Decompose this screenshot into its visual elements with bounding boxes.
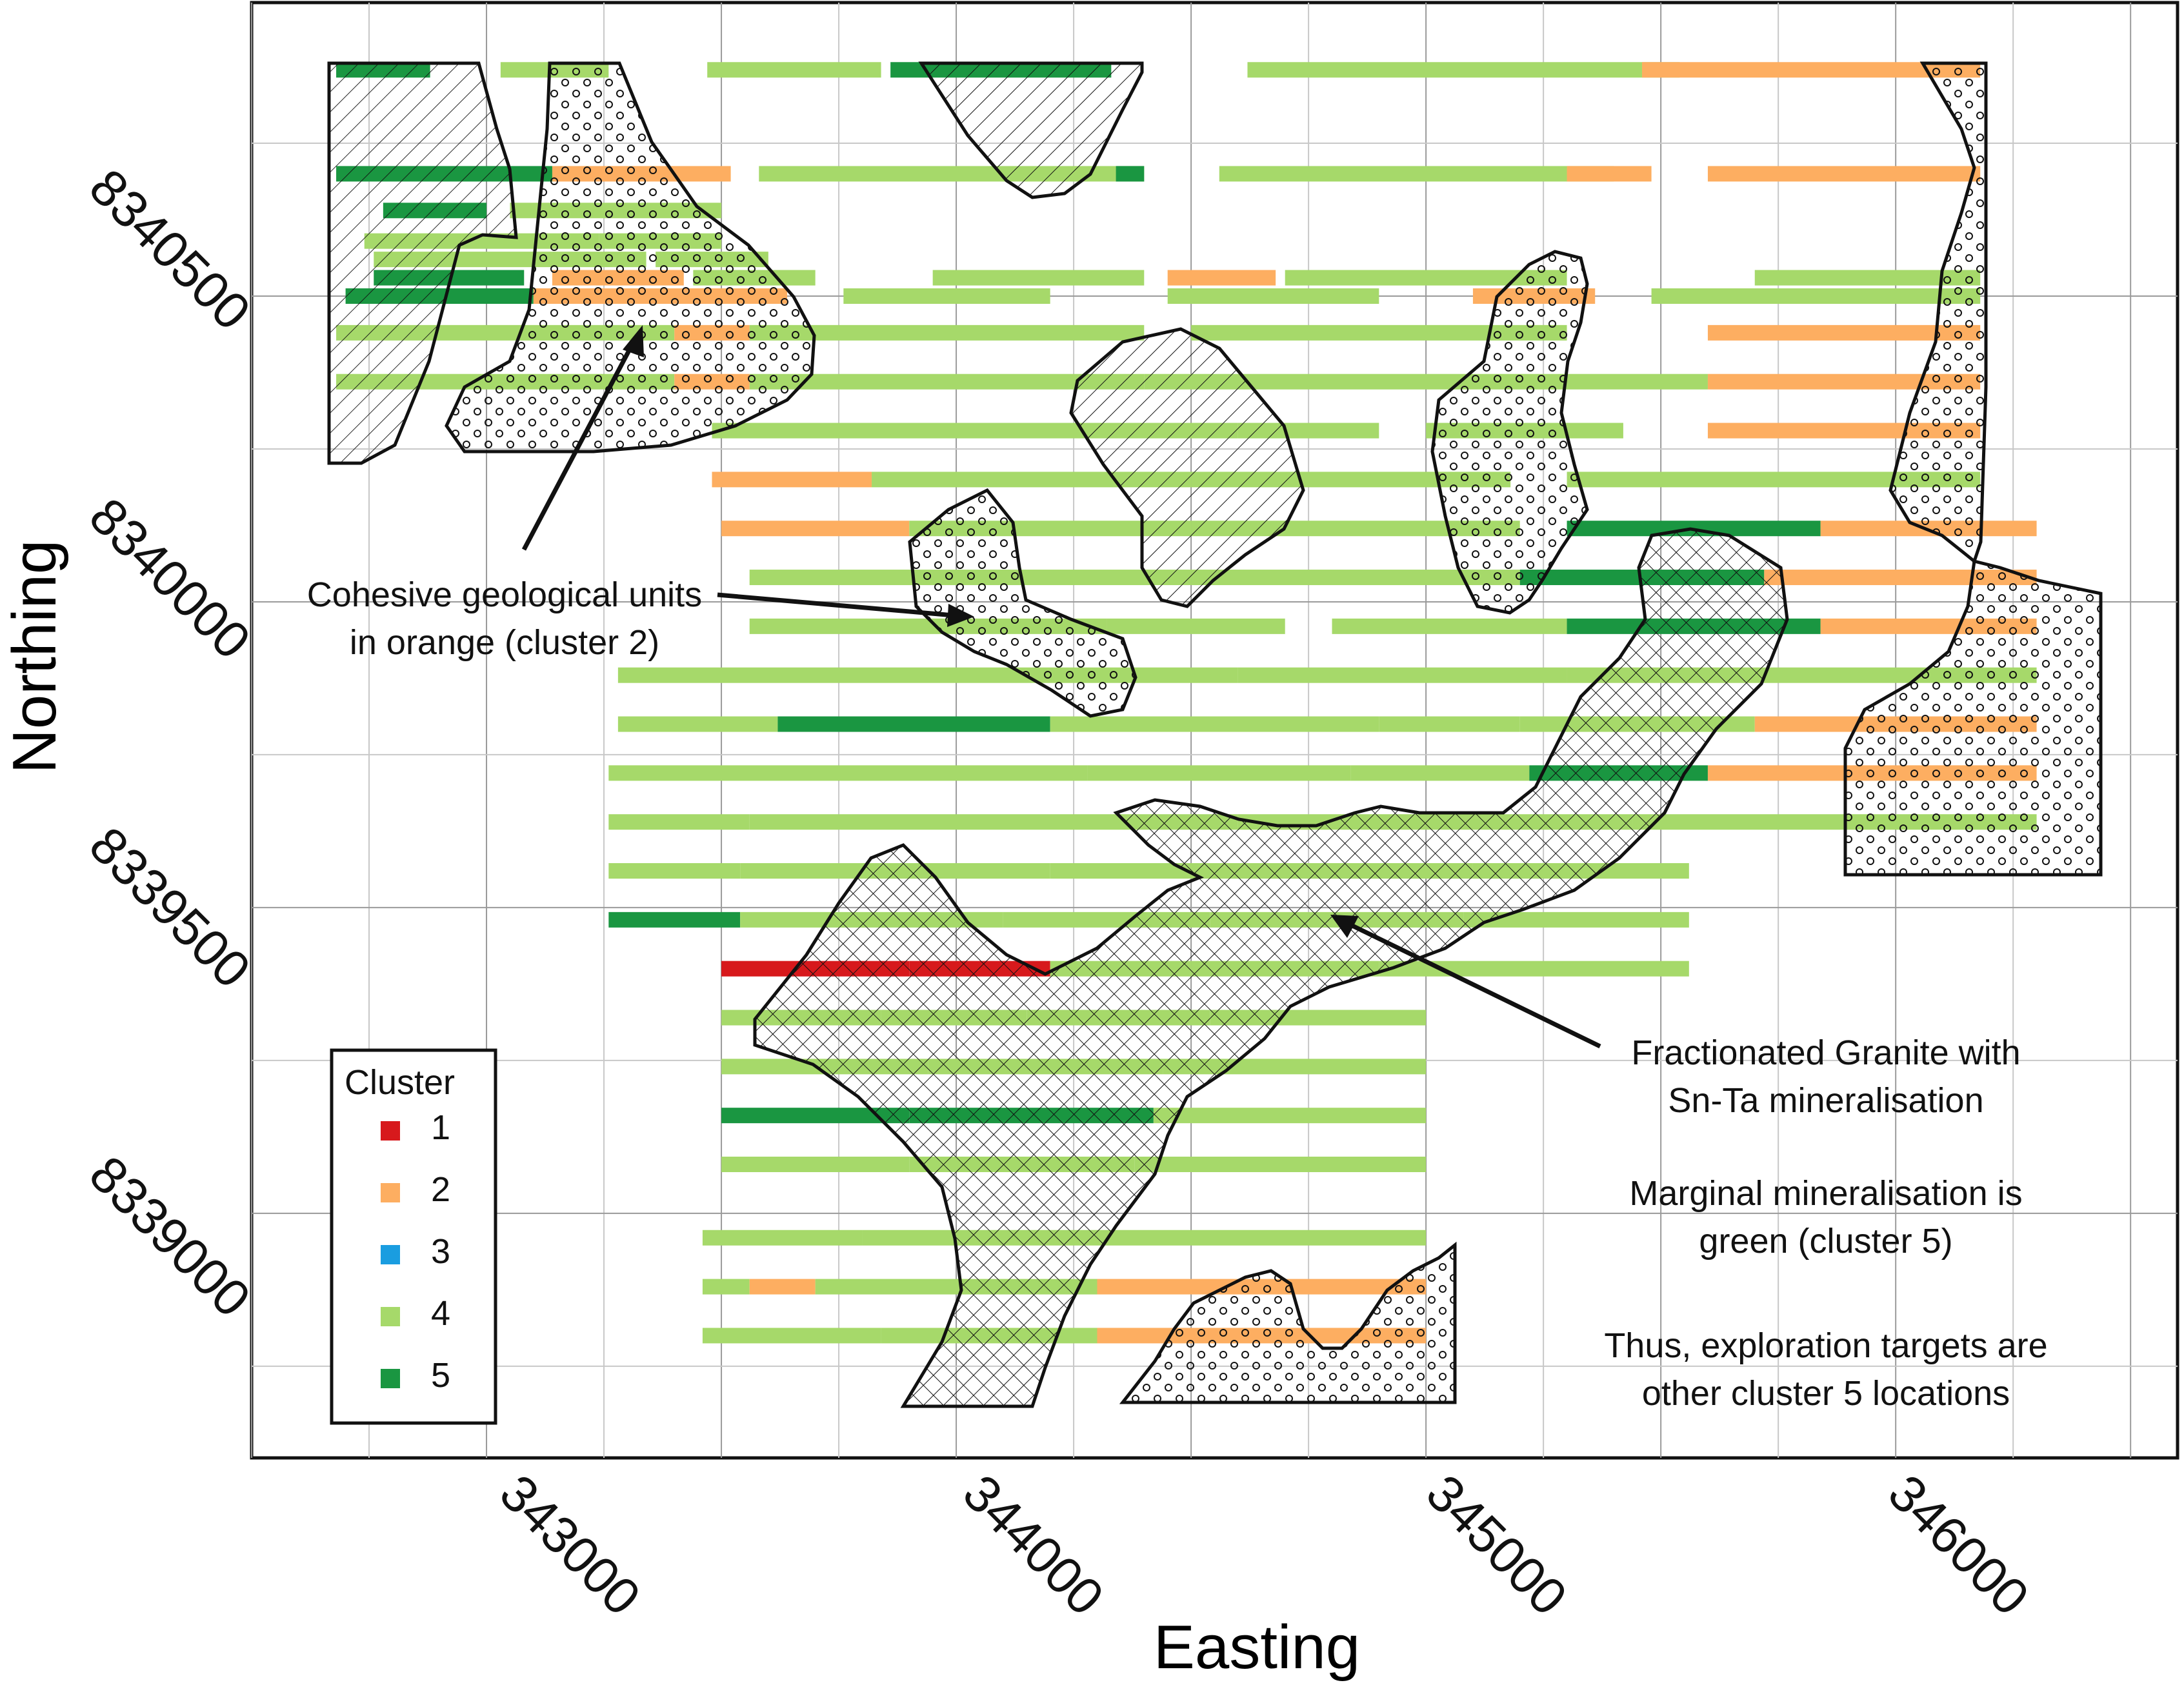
x-tick-label: 346000 bbox=[1878, 1464, 2040, 1626]
sample-run-cluster-5 bbox=[1116, 166, 1145, 182]
sample-run-cluster-4 bbox=[1087, 765, 1351, 781]
sample-run-cluster-5 bbox=[608, 912, 741, 928]
annotation-targets: Thus, exploration targets are other clus… bbox=[1604, 1326, 2047, 1413]
sample-run-cluster-4 bbox=[1350, 765, 1530, 781]
hatched-unit-central bbox=[1069, 327, 1305, 608]
sample-run-cluster-4 bbox=[1097, 1230, 1427, 1246]
y-axis-title: Northing bbox=[0, 540, 69, 774]
sample-run-cluster-4 bbox=[721, 1157, 910, 1173]
annotation-line: Sn-Ta mineralisation bbox=[1668, 1081, 1983, 1120]
sample-run-cluster-4 bbox=[1651, 288, 1981, 304]
legend-label-5: 5 bbox=[431, 1356, 450, 1395]
sample-run-cluster-4 bbox=[707, 62, 881, 78]
sample-run-cluster-4 bbox=[1247, 62, 1680, 78]
sample-run-cluster-2 bbox=[749, 1279, 816, 1295]
sample-run-cluster-4 bbox=[1134, 1157, 1427, 1173]
y-tick-label: 8340000 bbox=[79, 487, 261, 670]
dotted-unit-east bbox=[1843, 61, 2103, 877]
arrowhead-granite bbox=[1330, 915, 1359, 938]
y-tick-label: 8339500 bbox=[79, 816, 261, 999]
dotted-unit-nw bbox=[445, 61, 816, 453]
arrow-granite bbox=[1350, 922, 1601, 1049]
sample-run-cluster-4 bbox=[1219, 166, 1614, 182]
legend-label-2: 2 bbox=[431, 1170, 450, 1209]
x-tick-label: 344000 bbox=[952, 1464, 1115, 1626]
sample-run-cluster-4 bbox=[617, 716, 778, 732]
sample-run-cluster-2 bbox=[712, 472, 872, 488]
annotation-line: Fractionated Granite with bbox=[1631, 1033, 2020, 1072]
legend-swatch-5 bbox=[381, 1369, 400, 1388]
legend-label-1: 1 bbox=[431, 1108, 450, 1147]
legend-swatch-4 bbox=[381, 1307, 400, 1326]
x-tick-label: 345000 bbox=[1416, 1464, 1578, 1626]
annotation-marginal: Marginal mineralisation is green (cluste… bbox=[1629, 1174, 2022, 1261]
arrow-cohesive-2 bbox=[717, 592, 954, 618]
sample-run-cluster-4 bbox=[1107, 618, 1285, 634]
legend-title: Cluster bbox=[345, 1063, 455, 1102]
sample-run-cluster-4 bbox=[1237, 667, 1567, 683]
annotation-line: Marginal mineralisation is bbox=[1629, 1174, 2022, 1213]
arrow-cohesive bbox=[521, 341, 636, 551]
y-tick-label: 8339000 bbox=[79, 1145, 261, 1328]
sample-run-cluster-4 bbox=[608, 814, 750, 830]
hatched-unit-north bbox=[918, 61, 1144, 199]
annotation-cohesive: Cohesive geological units in orange (clu… bbox=[307, 575, 702, 662]
legend: Cluster 1 2 3 4 5 bbox=[330, 1048, 497, 1425]
sample-run-cluster-4 bbox=[617, 667, 1238, 683]
y-tick-label: 8340500 bbox=[79, 158, 261, 341]
legend-label-4: 4 bbox=[431, 1294, 450, 1333]
sample-run-cluster-4 bbox=[702, 1279, 750, 1295]
sample-run-cluster-2 bbox=[1567, 166, 1652, 182]
legend-swatch-3 bbox=[381, 1245, 400, 1264]
annotation-arrows bbox=[521, 325, 1601, 1049]
legend-swatch-2 bbox=[381, 1183, 400, 1202]
annotation-line: Thus, exploration targets are bbox=[1604, 1326, 2047, 1365]
unit-polygons bbox=[327, 61, 2103, 1408]
sample-run-cluster-4 bbox=[1332, 618, 1567, 634]
legend-box bbox=[330, 1048, 497, 1425]
sample-run-cluster-4 bbox=[702, 1230, 863, 1246]
dotted-unit-ne bbox=[1430, 250, 1589, 615]
sample-run-cluster-4 bbox=[1050, 716, 1379, 732]
annotation-line: in orange (cluster 2) bbox=[350, 623, 659, 662]
x-axis-title: Easting bbox=[1154, 1613, 1360, 1682]
arrowhead-cohesive-2 bbox=[947, 604, 974, 627]
hatched-unit-nw bbox=[327, 61, 518, 465]
annotation-granite: Fractionated Granite with Sn-Ta minerali… bbox=[1631, 1033, 2020, 1120]
annotation-line: Cohesive geological units bbox=[307, 575, 702, 614]
sample-run-cluster-4 bbox=[932, 270, 1145, 286]
sample-run-cluster-5 bbox=[777, 716, 1050, 732]
arrowhead-cohesive bbox=[623, 325, 644, 357]
x-tick-label: 343000 bbox=[489, 1464, 652, 1626]
sample-run-cluster-4 bbox=[843, 288, 1050, 304]
sample-run-cluster-2 bbox=[1707, 166, 1981, 182]
sample-run-cluster-4 bbox=[1153, 1108, 1427, 1124]
dotted-unit-central bbox=[908, 488, 1137, 718]
granite-unit bbox=[753, 527, 1789, 1408]
sample-run-cluster-4 bbox=[702, 1328, 881, 1344]
legend-items: 1 2 3 4 5 bbox=[381, 1108, 450, 1395]
sample-run-cluster-4 bbox=[1379, 716, 1520, 732]
sample-run-cluster-4 bbox=[608, 863, 741, 879]
sample-run-cluster-2 bbox=[721, 521, 910, 537]
annotation-line: green (cluster 5) bbox=[1699, 1222, 1952, 1261]
sample-run-cluster-4 bbox=[1167, 288, 1379, 304]
annotation-line: other cluster 5 locations bbox=[1642, 1374, 2010, 1413]
sample-run-cluster-4 bbox=[608, 765, 1088, 781]
dotted-unit-south bbox=[1119, 1241, 1457, 1404]
sample-run-cluster-2 bbox=[1167, 270, 1276, 286]
legend-swatch-1 bbox=[381, 1121, 400, 1141]
legend-label-3: 3 bbox=[431, 1232, 450, 1271]
